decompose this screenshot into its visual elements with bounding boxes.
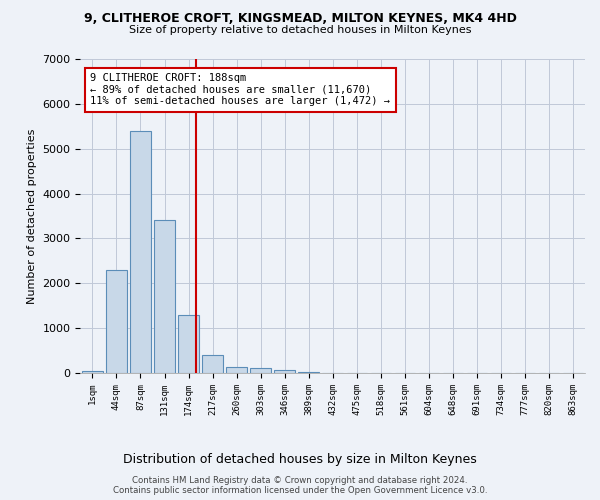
Bar xyxy=(250,368,271,373)
Bar xyxy=(82,371,103,373)
Bar xyxy=(106,270,127,373)
Bar xyxy=(178,314,199,373)
Bar xyxy=(130,131,151,373)
Text: Distribution of detached houses by size in Milton Keynes: Distribution of detached houses by size … xyxy=(123,452,477,466)
Bar xyxy=(226,367,247,373)
Y-axis label: Number of detached properties: Number of detached properties xyxy=(27,128,37,304)
Text: Size of property relative to detached houses in Milton Keynes: Size of property relative to detached ho… xyxy=(129,25,471,35)
Bar xyxy=(202,355,223,373)
Text: Contains HM Land Registry data © Crown copyright and database right 2024.
Contai: Contains HM Land Registry data © Crown c… xyxy=(113,476,487,495)
Text: 9, CLITHEROE CROFT, KINGSMEAD, MILTON KEYNES, MK4 4HD: 9, CLITHEROE CROFT, KINGSMEAD, MILTON KE… xyxy=(83,12,517,26)
Text: 9 CLITHEROE CROFT: 188sqm
← 89% of detached houses are smaller (11,670)
11% of s: 9 CLITHEROE CROFT: 188sqm ← 89% of detac… xyxy=(91,73,391,106)
Bar xyxy=(298,372,319,373)
Bar xyxy=(274,370,295,373)
Bar xyxy=(154,220,175,373)
